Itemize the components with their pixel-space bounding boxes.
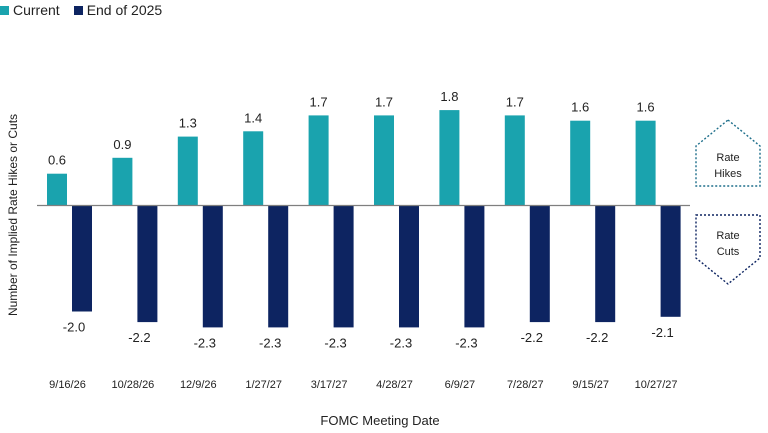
value-label-current: 1.7 bbox=[506, 94, 524, 109]
x-tick-label: 1/27/27 bbox=[245, 379, 282, 391]
rate-cuts-label-line2: Cuts bbox=[716, 246, 740, 258]
rate-hikes-label: Rate Hikes bbox=[699, 150, 757, 182]
value-labels: 0.6 -2.0 0.9 -2.2 1.3 -2.3 1.4 -2.3 1.7 -2.3 1.7 -2… bbox=[48, 89, 674, 350]
value-label-current: 0.9 bbox=[113, 137, 131, 152]
chart-legend: Current End of 2025 bbox=[0, 2, 176, 18]
x-tick-label: 9/16/26 bbox=[49, 379, 86, 391]
bar-end-2025 bbox=[72, 205, 92, 312]
bar-end-2025 bbox=[137, 205, 158, 323]
bar-end-2025 bbox=[660, 205, 681, 317]
value-label-current: 1.7 bbox=[375, 94, 393, 109]
value-label-end-2025: -2.2 bbox=[521, 330, 543, 345]
bar-current bbox=[308, 115, 329, 206]
value-label-end-2025: -2.3 bbox=[390, 335, 412, 350]
legend-label-current: Current bbox=[13, 2, 60, 18]
x-tick-label: 6/9/27 bbox=[445, 379, 476, 391]
bar-current bbox=[243, 131, 264, 206]
legend-item-end-2025: End of 2025 bbox=[73, 2, 163, 18]
bar-current bbox=[177, 136, 198, 206]
legend-item-current: Current bbox=[0, 2, 60, 18]
value-label-end-2025: -2.3 bbox=[194, 335, 216, 350]
value-label-current: 1.4 bbox=[244, 110, 262, 125]
bar-end-2025 bbox=[464, 205, 485, 328]
x-tick-label: 3/17/27 bbox=[311, 379, 348, 391]
value-label-current: 1.6 bbox=[571, 100, 589, 115]
bar-current bbox=[112, 157, 133, 206]
value-label-end-2025: -2.2 bbox=[128, 330, 150, 345]
value-label-end-2025: -2.3 bbox=[259, 335, 281, 350]
bar-current bbox=[570, 120, 591, 206]
rate-hikes-arrow-icon bbox=[695, 119, 761, 187]
legend-label-end-2025: End of 2025 bbox=[86, 2, 163, 18]
x-tick-label: 12/9/26 bbox=[180, 379, 217, 391]
bar-current bbox=[635, 120, 656, 206]
value-label-current: 1.3 bbox=[179, 116, 197, 131]
bar-end-2025 bbox=[595, 205, 616, 323]
end-2025-series bbox=[72, 205, 681, 328]
value-label-current: 0.6 bbox=[48, 153, 66, 168]
rate-cuts-arrow-icon bbox=[695, 214, 761, 285]
bar-current bbox=[439, 110, 460, 206]
bar-current bbox=[374, 115, 394, 206]
x-tick-label: 7/28/27 bbox=[507, 379, 544, 391]
x-tick-label: 4/28/27 bbox=[376, 379, 413, 391]
rate-cuts-label: Rate Cuts bbox=[699, 228, 757, 260]
bar-end-2025 bbox=[399, 205, 419, 328]
rate-cuts-label-line1: Rate bbox=[716, 230, 740, 242]
x-tick-label: 10/27/27 bbox=[635, 379, 678, 391]
value-label-current: 1.7 bbox=[310, 94, 328, 109]
bar-end-2025 bbox=[202, 205, 223, 328]
value-label-end-2025: -2.3 bbox=[455, 335, 477, 350]
value-label-current: 1.8 bbox=[440, 89, 458, 104]
x-tick-label: 10/28/26 bbox=[111, 379, 154, 391]
rate-hikes-label-line1: Rate bbox=[716, 152, 740, 164]
x-tick-label: 9/15/27 bbox=[572, 379, 609, 391]
legend-swatch-current bbox=[0, 5, 9, 15]
value-label-end-2025: -2.3 bbox=[324, 335, 346, 350]
legend-swatch-end-2025 bbox=[73, 5, 83, 15]
bar-current bbox=[47, 173, 67, 206]
value-label-end-2025: -2.2 bbox=[586, 330, 608, 345]
x-axis-title: FOMC Meeting Date bbox=[320, 413, 439, 428]
y-axis-title: Number of Implied Rate Hikes or Cuts bbox=[6, 114, 20, 316]
value-label-end-2025: -2.1 bbox=[651, 325, 673, 340]
value-label-current: 1.6 bbox=[637, 100, 655, 115]
rate-hikes-label-line2: Hikes bbox=[714, 168, 742, 180]
current-series bbox=[47, 110, 656, 206]
bar-end-2025 bbox=[333, 205, 354, 328]
bar-end-2025 bbox=[268, 205, 289, 328]
bar-end-2025 bbox=[529, 205, 550, 323]
value-label-end-2025: -2.0 bbox=[63, 320, 85, 335]
x-tick-labels: 9/16/26 10/28/26 12/9/26 1/27/27 3/17/27 4/28… bbox=[49, 379, 677, 391]
bar-current bbox=[504, 115, 525, 206]
